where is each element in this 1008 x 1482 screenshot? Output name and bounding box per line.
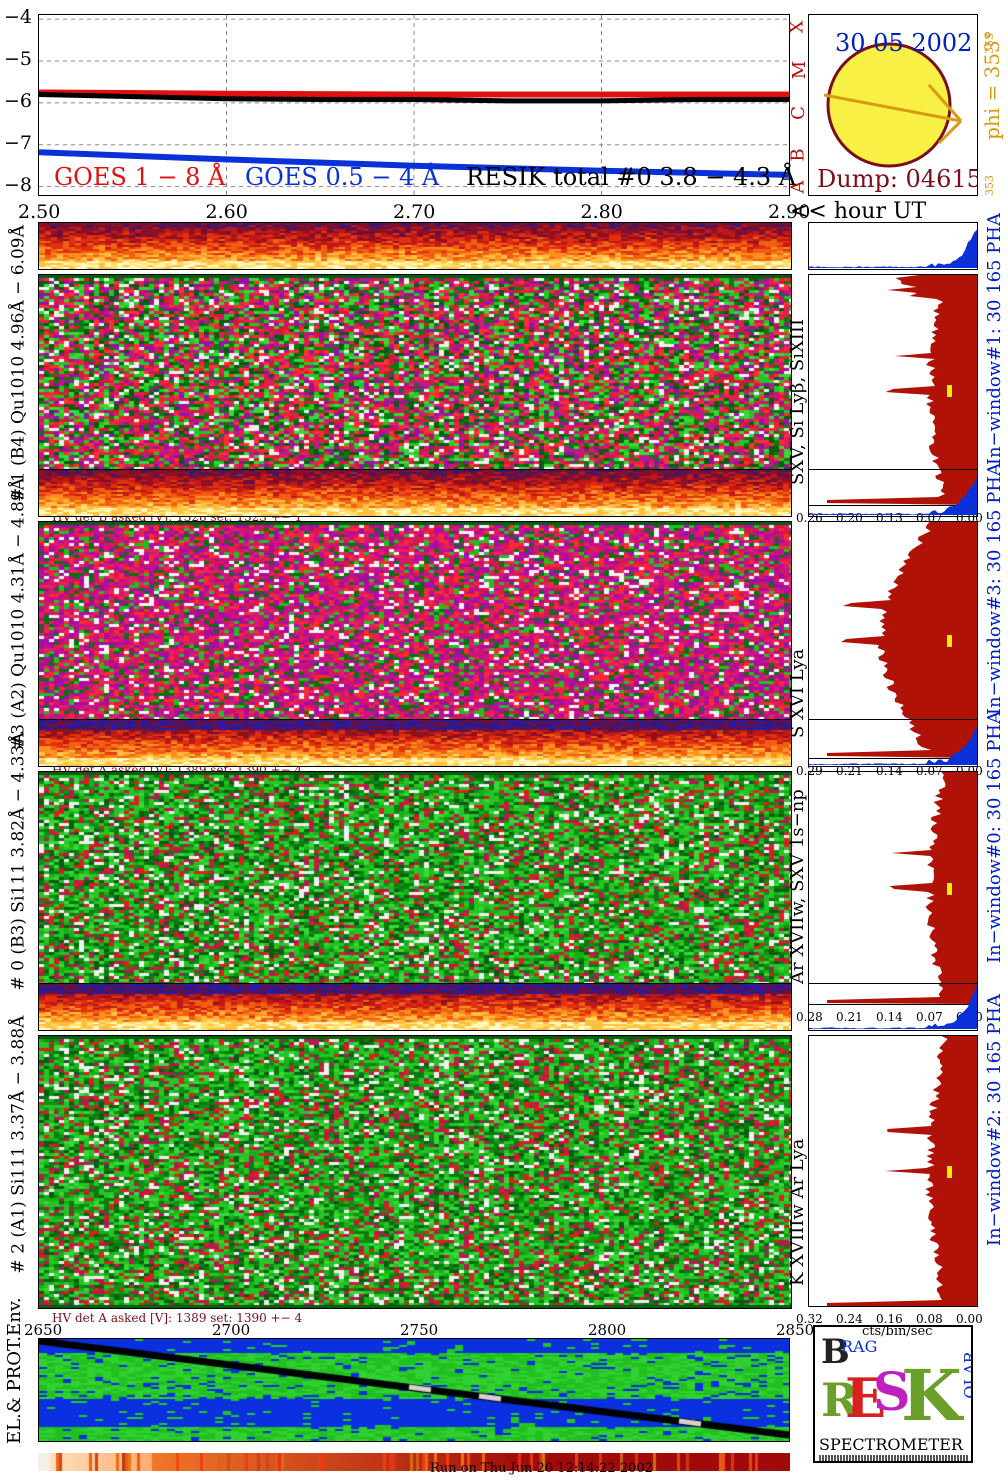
- panel-0-pha-total-svg: [809, 223, 977, 269]
- env-x-tick-2: 2750: [400, 1323, 438, 1338]
- panel-2-window-marker: [947, 883, 952, 895]
- panel-0-pha-total-area: [809, 230, 977, 268]
- panel-1-detector-label: #3 (A2) Qu1010 4.31Å − 4.89Å: [11, 469, 28, 759]
- panel-2-pha-total-area: [809, 727, 977, 765]
- panel-3-line-ids: K XVIIIw Ar Lya: [789, 1046, 807, 1286]
- phi-superscript: 353: [984, 33, 995, 54]
- logo-rag: RAG: [841, 1339, 877, 1355]
- panel-2-pha-total-svg: [809, 720, 977, 766]
- panel-3-pha-tick-4: 0.00: [956, 1313, 983, 1325]
- lc-y-tick-4: −8: [4, 176, 32, 195]
- lc-y-tick-2: −6: [4, 92, 32, 111]
- panel-0-time-strip: [38, 222, 792, 270]
- lc-y-tick-3: −7: [4, 134, 32, 153]
- panel-3-pha-total-svg: [809, 984, 977, 1030]
- class-letter-m: M: [791, 61, 809, 79]
- panel-0-window-marker: [947, 385, 952, 397]
- run-timestamp: Run on Thu Jun 20 12:14:22 2002: [430, 1462, 653, 1475]
- environment-canvas: [39, 1339, 789, 1441]
- lc-y-tick-0: −4: [4, 8, 32, 27]
- logo-fineprint: [819, 1455, 969, 1461]
- logo-caption: SPECTROMETER: [819, 1437, 963, 1453]
- lc-x-tick-1: 2.60: [206, 203, 248, 222]
- panel-3-pha-inwindow-area: [827, 1036, 977, 1306]
- panel-3-pha-total: [808, 983, 978, 1031]
- panel-3-time-strip: [38, 983, 792, 1031]
- lc-y-tick-1: −5: [4, 50, 32, 69]
- class-letter-b: B: [790, 148, 808, 161]
- env-label: EL.& PROT.Env.: [6, 1334, 24, 1444]
- panel-1-pha-total-area: [809, 477, 977, 515]
- panel-2-time-strip: [38, 719, 792, 767]
- panel-1-line-ids: S XVI Lya: [789, 498, 807, 738]
- panel-2-pha-inwindow-svg: [809, 772, 977, 1004]
- class-letter-c: C: [790, 106, 808, 120]
- hour-axis-label: << hour UT: [790, 201, 926, 223]
- panel-1-pha-total: [808, 469, 978, 517]
- dump-number: Dump: 04615: [817, 167, 978, 191]
- observation-date: 30 05 2002: [835, 31, 972, 55]
- panel-0-detector-label: # 1 (B4) Qu1010 4.96Å − 6.09Å: [11, 222, 28, 506]
- lc-x-tick-3: 2.80: [581, 203, 623, 222]
- panel-2-pha-inwindow-area: [827, 772, 977, 1004]
- env-x-tick-4: 2850: [776, 1323, 814, 1338]
- resik-logo: B RAG R E S K OLAR SPECTROMETER: [813, 1325, 973, 1463]
- panel-1-window-marker: [947, 635, 952, 647]
- panel-1-time-strip: [38, 469, 792, 517]
- sun-position-box: 30 05 2002 Dump: 04615: [808, 14, 978, 196]
- env-x-tick-0: 2650: [24, 1323, 62, 1338]
- panel-2-line-ids: Ar XVIIw, SXV 1s−np: [789, 744, 807, 984]
- sun-disk: [828, 44, 950, 166]
- panel-2-pha-inwindow: [808, 771, 978, 1005]
- panel-1-pha-total-svg: [809, 470, 977, 516]
- panel-2-detector-label: # 0 (B3) Si111 3.82Å − 4.33Å: [11, 719, 28, 1005]
- lc-x-tick-2: 2.70: [393, 203, 435, 222]
- logo-olar: OLAR: [963, 1351, 973, 1398]
- panel-3-pha-inwindow-svg: [809, 1036, 977, 1306]
- phi-subscript: 353: [984, 175, 995, 196]
- panel-3-pha-tick-1: 0.24: [836, 1313, 863, 1325]
- env-x-tick-1: 2700: [212, 1323, 250, 1338]
- panel-2-pha-total: [808, 719, 978, 767]
- lc-x-tick-0: 2.50: [18, 203, 60, 222]
- panel-0-line-ids: SXV, Si Lyβ, SiXIII: [789, 245, 807, 485]
- environment-plot: [38, 1338, 790, 1442]
- logo-k: K: [901, 1361, 962, 1431]
- env-x-tick-3: 2800: [588, 1323, 626, 1338]
- panel-3-detector-label: # 2 (A1) Si111 3.37Å − 3.88Å: [11, 983, 28, 1307]
- panel-3-window-marker: [947, 1166, 952, 1178]
- legend-resik-total: RESIK total #0 3.8 − 4.3 Å: [466, 165, 796, 189]
- legend-goes-long: GOES 1 − 8 Å: [54, 165, 225, 189]
- panel-3-pha-total-area: [809, 985, 977, 1029]
- panel-2-pha-label: In−window#0: 30 165 PHA: [986, 711, 1004, 1011]
- panel-2-spectrogram: [38, 771, 792, 1007]
- color-scale-bar: [38, 1453, 790, 1471]
- panel-3-spectrogram: [38, 1035, 792, 1309]
- class-letter-x: X: [788, 21, 806, 34]
- panel-3-pha-label: In−window#2: 30 165 PHA: [986, 994, 1004, 1294]
- class-letter-a: A: [790, 181, 808, 194]
- panel-0-pha-total: [808, 222, 978, 270]
- lightcurve-series-0: [39, 92, 789, 94]
- legend-goes-short: GOES 0.5 − 4 Å: [245, 165, 439, 189]
- goes-class-letters: X M C B A: [790, 14, 808, 196]
- panel-3-pha-inwindow: [808, 1035, 978, 1307]
- panel-3-hv-readout: HV det A asked [V]: 1389 set: 1390 +− 4: [52, 1311, 302, 1325]
